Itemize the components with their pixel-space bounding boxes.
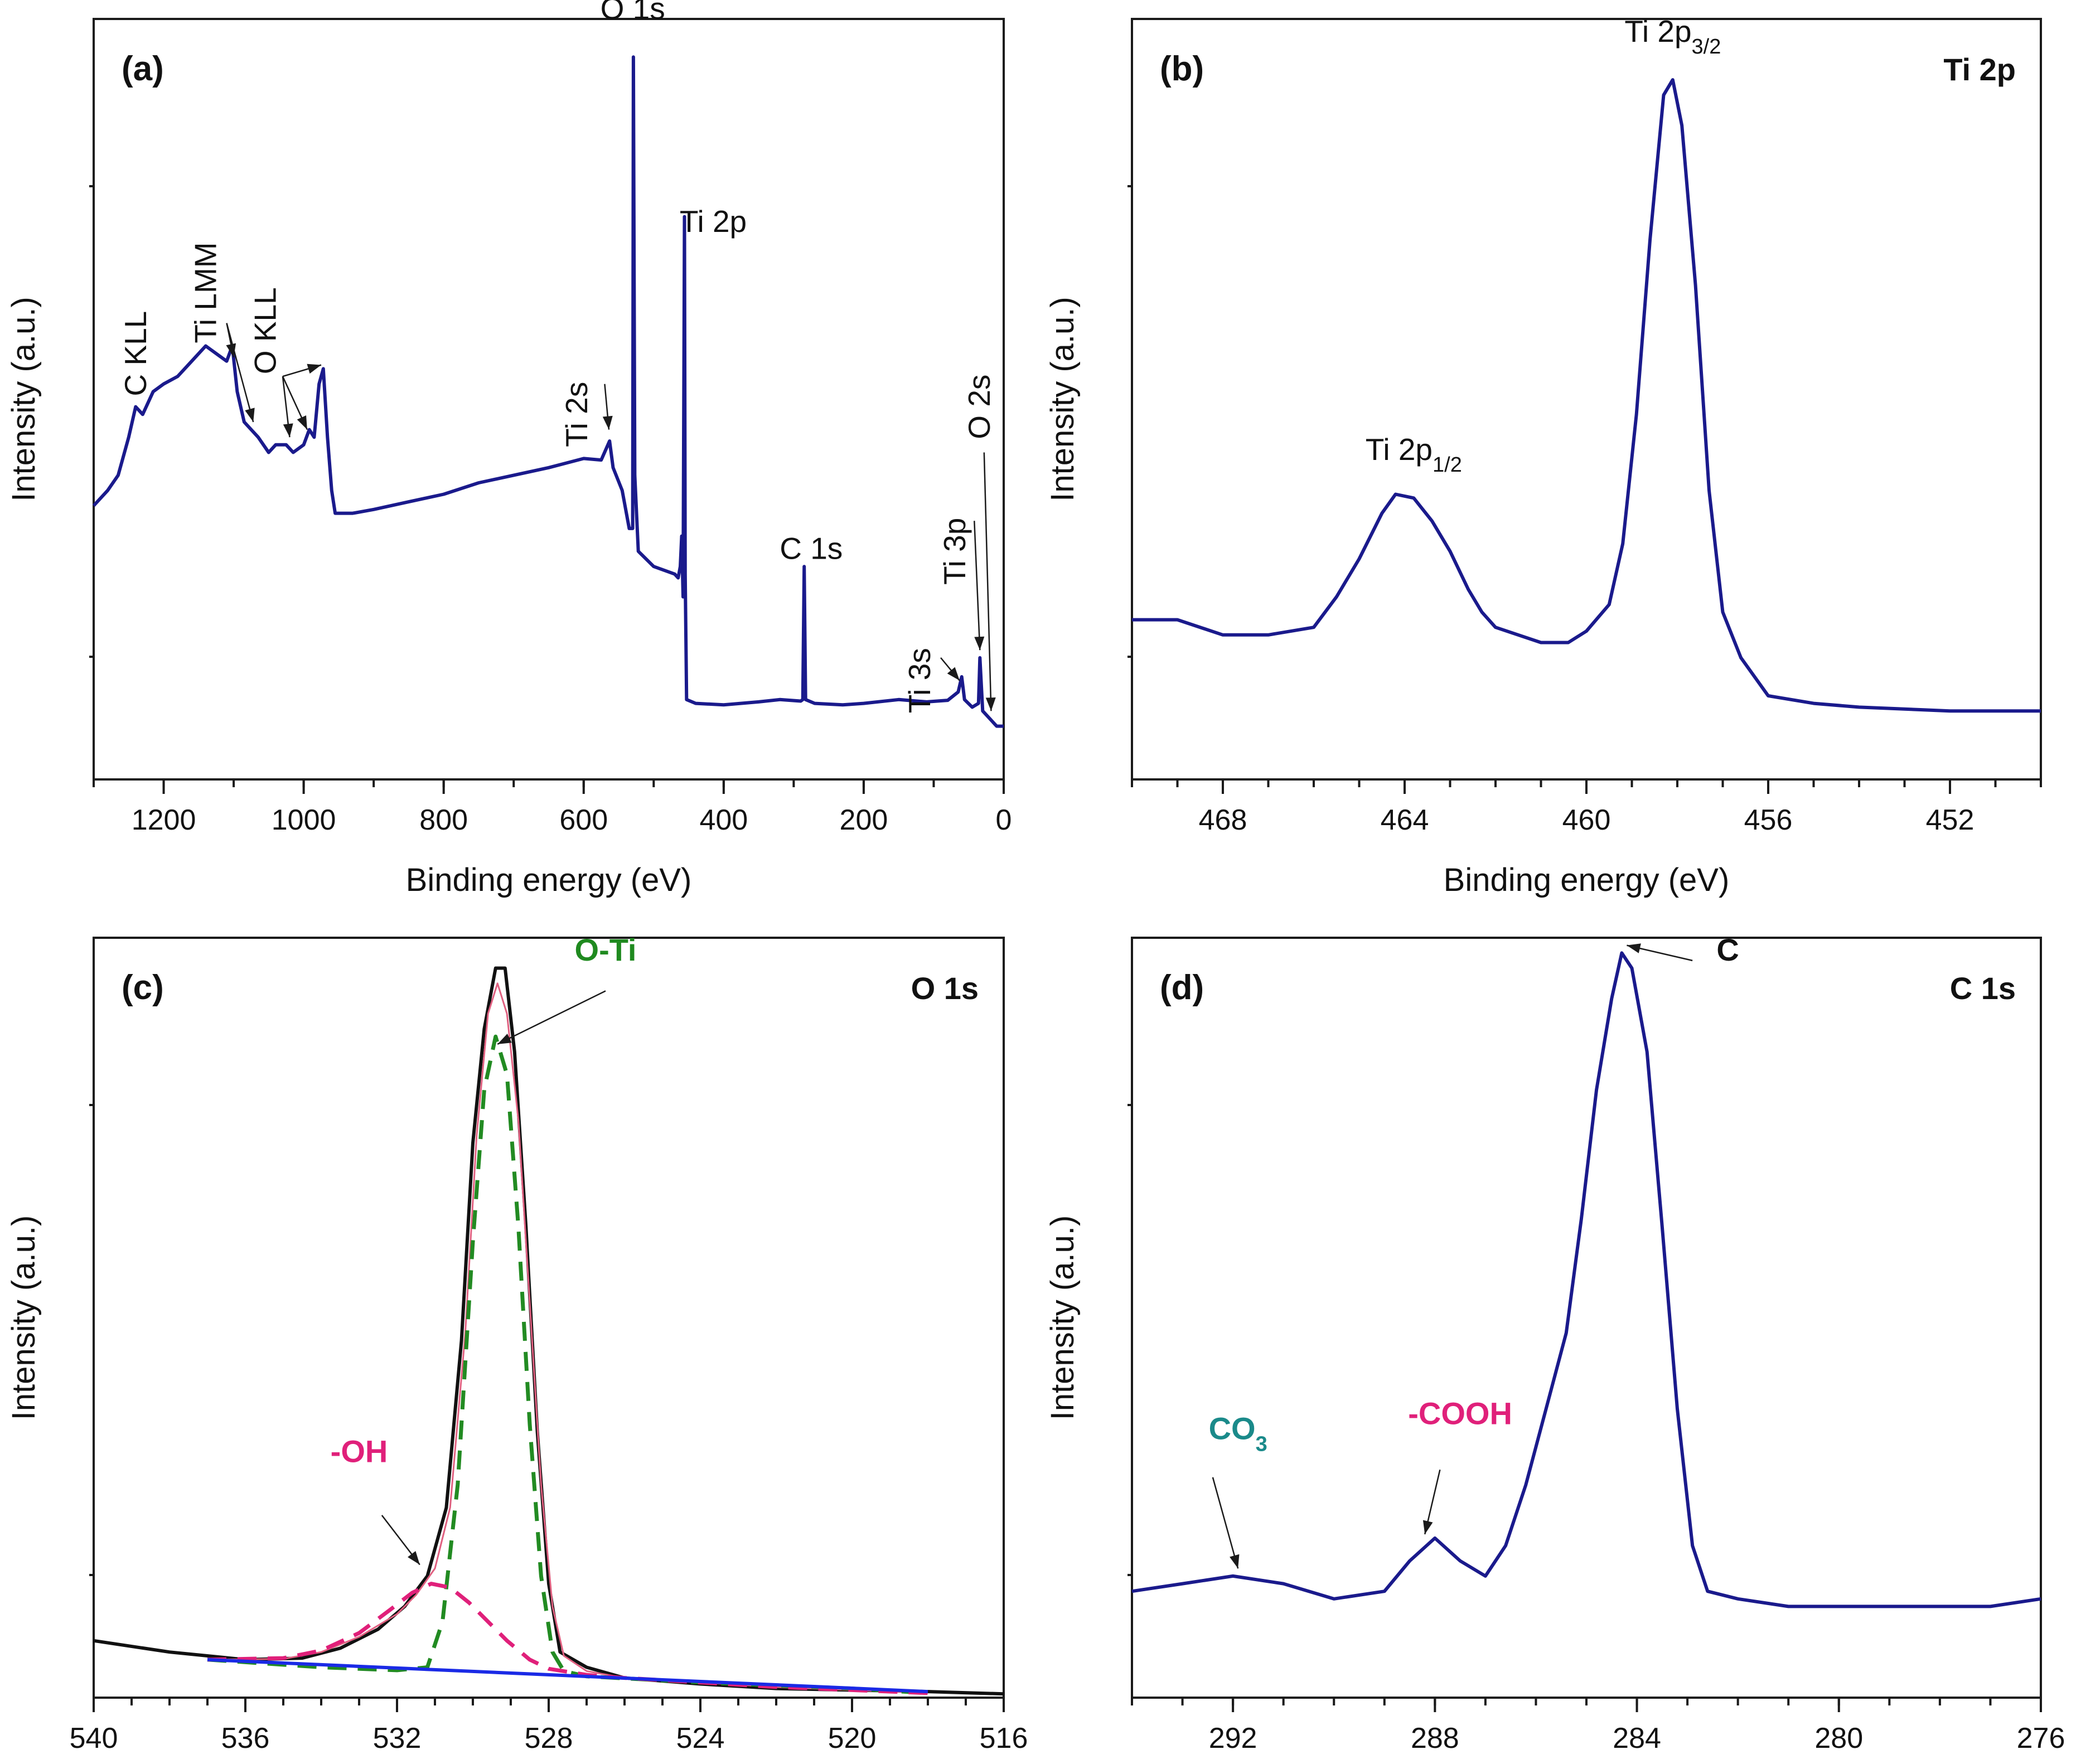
x-tick-label: 200 bbox=[840, 804, 888, 836]
peak-annotation: Ti 2p3/2 bbox=[1624, 14, 1721, 59]
annotation-arrowhead bbox=[497, 1034, 512, 1044]
annotation-arrow bbox=[497, 990, 606, 1045]
peak-annotation: O 2s bbox=[962, 375, 996, 439]
annotation-arrowhead bbox=[245, 408, 255, 422]
x-tick-label: 1200 bbox=[132, 804, 196, 836]
panel-label: (b) bbox=[1160, 50, 1204, 88]
peak-annotation: -COOH bbox=[1408, 1395, 1512, 1431]
x-tick-label: 524 bbox=[676, 1722, 725, 1755]
x-tick-label: 460 bbox=[1562, 804, 1611, 836]
peak-annotation: O 1s bbox=[601, 0, 665, 26]
annotation-arrowhead bbox=[408, 1550, 420, 1565]
panel-title: Ti 2p bbox=[1943, 52, 2016, 87]
x-tick-label: 516 bbox=[980, 1722, 1028, 1755]
annotation-arrowhead bbox=[283, 423, 293, 438]
x-tick-label: 452 bbox=[1926, 804, 1975, 836]
x-tick-label: 276 bbox=[2017, 1722, 2065, 1755]
y-axis-title: Intensity (a.u.) bbox=[6, 297, 42, 501]
x-tick-label: 1000 bbox=[272, 804, 336, 836]
panel-d: 292 288 284 280 276 Intensity (a.u.) (d) C 1s C -… bbox=[1044, 932, 2065, 1755]
peak-annotation: Ti 2p1/2 bbox=[1366, 432, 1462, 477]
panel-title: O 1s bbox=[911, 971, 979, 1006]
peak-annotation: -OH bbox=[331, 1433, 388, 1469]
peak-annotation: Ti 3s bbox=[902, 648, 937, 713]
annotation-arrowhead bbox=[974, 636, 985, 651]
peak-annotation: O KLL bbox=[248, 287, 282, 374]
annotation-arrow bbox=[226, 323, 254, 423]
annotation-arrowhead bbox=[985, 697, 996, 711]
x-tick-label: 0 bbox=[996, 804, 1012, 836]
panel-label: (c) bbox=[122, 968, 164, 1007]
x-axis-title: Binding energy (eV) bbox=[406, 862, 692, 898]
x-tick-label: 540 bbox=[70, 1722, 118, 1755]
series-line-c-1s bbox=[1131, 951, 2041, 1608]
y-axis-title: Intensity (a.u.) bbox=[1044, 1215, 1081, 1420]
annotation-arrowhead bbox=[307, 364, 321, 374]
series-line-survey bbox=[92, 55, 1004, 728]
peak-annotation: C 1s bbox=[780, 531, 843, 565]
x-tick-label: 400 bbox=[699, 804, 748, 836]
series-line-o-ti bbox=[207, 1034, 928, 1695]
annotation-arrowhead bbox=[297, 415, 307, 430]
peak-annotation: Ti 2s bbox=[559, 382, 594, 447]
plot-frame bbox=[1131, 18, 2042, 781]
peak-annotation: C KLL bbox=[118, 311, 153, 396]
series-line-ti-2p bbox=[1132, 78, 2041, 713]
plot-frame bbox=[93, 18, 1005, 781]
plot-frame bbox=[1131, 937, 2042, 1699]
peak-annotation: Ti LMM bbox=[188, 242, 223, 343]
peak-annotation: Ti 2p bbox=[680, 204, 747, 239]
annotation-arrowhead bbox=[1230, 1554, 1240, 1569]
annotation-arrow bbox=[983, 452, 992, 711]
peak-annotation: CO3 bbox=[1209, 1411, 1267, 1456]
x-tick-label: 284 bbox=[1613, 1722, 1661, 1755]
panel-a: 1200 1000 800 600 400 200 0 Binding energy (eV)… bbox=[6, 0, 1012, 898]
annotation-arrowhead bbox=[947, 667, 960, 681]
x-tick-label: 528 bbox=[525, 1722, 573, 1755]
x-tick-label: 800 bbox=[419, 804, 468, 836]
panel-label: (a) bbox=[122, 50, 164, 88]
x-axis-title: Binding energy (eV) bbox=[1444, 862, 1730, 898]
peak-annotation: O-Ti bbox=[575, 932, 637, 967]
panel-c: 540 536 532 528 524 520 516 Intensity (a.u.) (c)… bbox=[6, 932, 1028, 1755]
x-tick-label: 520 bbox=[828, 1722, 877, 1755]
x-tick-label: 280 bbox=[1814, 1722, 1863, 1755]
x-tick-label: 292 bbox=[1209, 1722, 1257, 1755]
series-line-baseline bbox=[207, 1658, 928, 1694]
x-tick-label: 468 bbox=[1199, 804, 1247, 836]
series-line-fit bbox=[207, 982, 928, 1694]
x-tick-label: 532 bbox=[373, 1722, 422, 1755]
annotation-arrowhead bbox=[1627, 943, 1641, 953]
panel-title: C 1s bbox=[1950, 971, 2016, 1006]
x-tick-label: 600 bbox=[559, 804, 608, 836]
x-tick-label: 288 bbox=[1411, 1722, 1459, 1755]
y-axis-title: Intensity (a.u.) bbox=[1044, 297, 1081, 501]
peak-annotation: Ti 3p bbox=[937, 518, 972, 585]
panel-label: (d) bbox=[1160, 968, 1204, 1007]
series-line-experimental bbox=[93, 966, 1004, 1696]
x-tick-label: 464 bbox=[1381, 804, 1429, 836]
x-tick-label: 456 bbox=[1744, 804, 1793, 836]
y-axis-title: Intensity (a.u.) bbox=[6, 1215, 42, 1420]
peak-annotation: C bbox=[1716, 932, 1739, 967]
annotation-arrowhead bbox=[602, 415, 613, 430]
annotation-arrow bbox=[974, 521, 981, 651]
annotation-arrowhead bbox=[1422, 1520, 1433, 1534]
x-tick-label: 536 bbox=[221, 1722, 270, 1755]
annotation-arrow bbox=[1212, 1477, 1239, 1569]
panel-b: 468 464 460 456 452 Binding energy (eV) Intens… bbox=[1044, 14, 2042, 898]
